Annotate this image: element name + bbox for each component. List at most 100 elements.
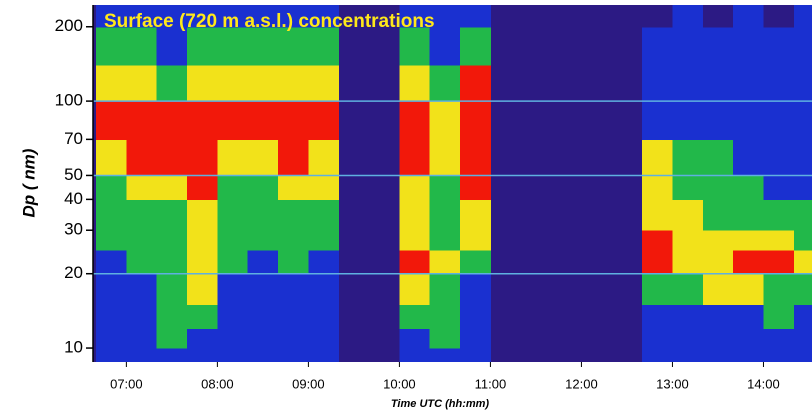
heatmap-cell [217, 199, 249, 231]
heatmap-cell [399, 328, 431, 349]
x-axis-label: Time UTC (hh:mm) [391, 398, 490, 410]
x-tick-label: 12:00 [565, 376, 598, 391]
heatmap-cell [126, 328, 158, 349]
heatmap-cell [187, 348, 218, 362]
heatmap-cell [429, 273, 461, 306]
heatmap-cell [429, 249, 461, 275]
heatmap-cell [399, 304, 431, 329]
heatmap-cell [217, 26, 249, 66]
heatmap-cell [642, 199, 673, 231]
heatmap-cell [733, 65, 764, 102]
x-tick-label: 09:00 [292, 376, 325, 391]
x-tick-label: 14:00 [747, 376, 780, 391]
heatmap-cell [247, 5, 279, 28]
heatmap-cell [460, 5, 491, 28]
heatmap-cell [733, 348, 764, 362]
heatmap-cell [247, 230, 279, 251]
heatmap-cell [763, 5, 795, 28]
heatmap-cell [642, 304, 673, 329]
heatmap-cell [96, 139, 127, 176]
heatmap-cell [733, 175, 764, 200]
heatmap-cell [156, 230, 188, 251]
heatmap-cell [187, 175, 218, 200]
heatmap-cell [429, 175, 461, 200]
heatmap-cell [460, 175, 491, 200]
heatmap-cell [793, 175, 812, 200]
heatmap-cell [672, 273, 704, 306]
heatmap-cell [733, 249, 764, 275]
heatmap-cell [672, 328, 704, 349]
heatmap [96, 5, 812, 362]
heatmap-cell [156, 65, 188, 102]
heatmap-cell [96, 175, 127, 200]
heatmap-cell [793, 328, 812, 349]
heatmap-cell [96, 348, 127, 362]
heatmap-cell [672, 65, 704, 102]
heatmap-cell [308, 230, 340, 251]
heatmap-cell [278, 348, 309, 362]
heatmap-cell [429, 65, 461, 102]
y-tick-label: 20 [64, 263, 83, 282]
heatmap-cell [429, 5, 461, 28]
heatmap-cell [217, 139, 249, 176]
heatmap-cell [187, 65, 218, 102]
heatmap-cell [763, 139, 795, 176]
heatmap-cell [702, 304, 734, 329]
heatmap-cell [126, 5, 158, 28]
heatmap-cell [429, 139, 461, 176]
heatmap-cell [793, 199, 812, 231]
chart-title: Surface (720 m a.s.l.) concentrations [104, 11, 435, 32]
heatmap-cell [126, 199, 158, 231]
heatmap-cell [763, 304, 795, 329]
heatmap-cell [429, 348, 461, 362]
heatmap-cell [763, 65, 795, 102]
heatmap-cell [247, 328, 279, 349]
heatmap-cell [96, 328, 127, 349]
heatmap-cell [733, 199, 764, 231]
heatmap-cell [642, 26, 673, 66]
heatmap-cell [217, 249, 249, 275]
heatmap-cell [247, 199, 279, 231]
heatmap-cell [429, 328, 461, 349]
heatmap-cell [308, 348, 340, 362]
heatmap-cell [642, 273, 673, 306]
heatmap-cell [733, 5, 764, 28]
heatmap-cell [642, 348, 673, 362]
heatmap-cell [642, 175, 673, 200]
heatmap-cell [308, 101, 340, 140]
heatmap-cell [793, 26, 812, 66]
heatmap-cell [642, 249, 673, 275]
heatmap-cell [793, 101, 812, 140]
heatmap-cell [399, 199, 431, 231]
heatmap-cell [308, 328, 340, 349]
heatmap-cell [278, 26, 309, 66]
heatmap-cell [126, 230, 158, 251]
heatmap-cell [460, 199, 491, 231]
heatmap-cell [460, 348, 491, 362]
heatmap-cell [702, 348, 734, 362]
heatmap-cell [96, 230, 127, 251]
heatmap-cell [96, 5, 127, 28]
x-tick-label: 10:00 [383, 376, 416, 391]
heatmap-cell [399, 26, 431, 66]
heatmap-cell [247, 273, 279, 306]
heatmap-cell [793, 230, 812, 251]
heatmap-cell [733, 139, 764, 176]
heatmap-cell [156, 5, 188, 28]
heatmap-cell [672, 139, 704, 176]
heatmap-cell [672, 249, 704, 275]
heatmap-cell [793, 304, 812, 329]
heatmap-cell [96, 65, 127, 102]
heatmap-cell [217, 101, 249, 140]
heatmap-cell [217, 65, 249, 102]
heatmap-cell [217, 5, 249, 28]
heatmap-cell [247, 175, 279, 200]
heatmap-cell [702, 101, 734, 140]
heatmap-cell [247, 348, 279, 362]
heatmap-cell [702, 65, 734, 102]
heatmap-cell [460, 304, 491, 329]
y-tick-label: 70 [64, 129, 83, 148]
heatmap-cell [308, 65, 340, 102]
y-tick-label: 40 [64, 189, 83, 208]
heatmap-cell [247, 65, 279, 102]
